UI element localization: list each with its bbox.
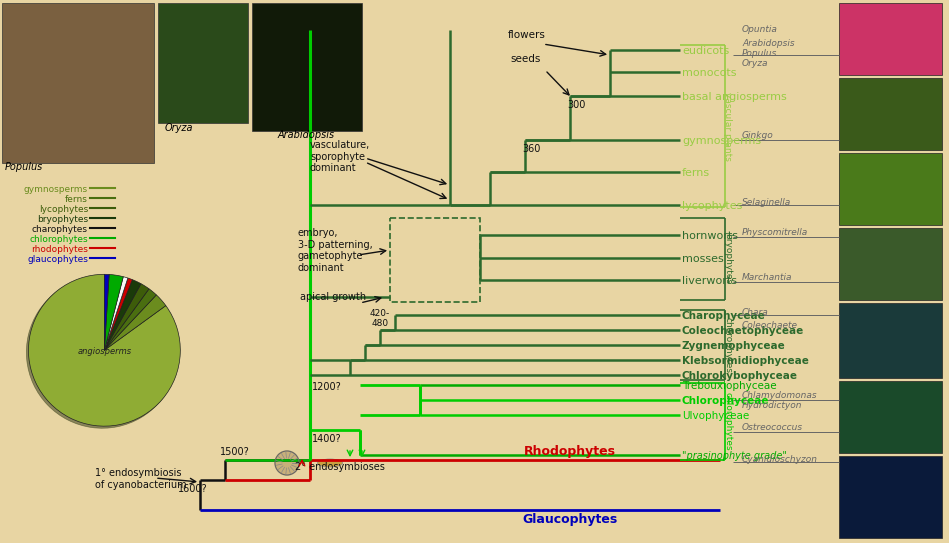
Text: hornworts: hornworts bbox=[682, 231, 738, 241]
Ellipse shape bbox=[318, 459, 343, 467]
Wedge shape bbox=[104, 278, 132, 350]
Wedge shape bbox=[104, 280, 141, 350]
Text: Charophyceae: Charophyceae bbox=[682, 311, 766, 321]
Text: chlorophytes: chlorophytes bbox=[723, 392, 733, 451]
Text: Ostreococcus: Ostreococcus bbox=[742, 423, 803, 432]
Text: Selaginella: Selaginella bbox=[742, 198, 791, 207]
Text: seeds: seeds bbox=[510, 54, 540, 64]
Text: Klebsormidiophyceae: Klebsormidiophyceae bbox=[682, 356, 809, 366]
Text: Oryza: Oryza bbox=[165, 123, 194, 133]
Text: lycophytes: lycophytes bbox=[39, 205, 88, 213]
Wedge shape bbox=[104, 289, 157, 350]
Text: Populus: Populus bbox=[5, 162, 44, 172]
Bar bbox=[839, 303, 942, 378]
Bar bbox=[839, 456, 942, 538]
Text: 1500?: 1500? bbox=[220, 447, 250, 457]
Text: rhodophytes: rhodophytes bbox=[31, 244, 88, 254]
Text: glaucophytes: glaucophytes bbox=[28, 255, 88, 263]
Text: mosses: mosses bbox=[682, 254, 724, 264]
Wedge shape bbox=[104, 295, 166, 350]
Text: flowers: flowers bbox=[508, 30, 546, 40]
Text: 420-
480: 420- 480 bbox=[370, 309, 390, 329]
Text: Populus: Populus bbox=[742, 49, 777, 58]
Text: Zygnemophyceae: Zygnemophyceae bbox=[682, 341, 786, 351]
Text: Chlamydomonas: Chlamydomonas bbox=[742, 391, 818, 400]
Wedge shape bbox=[104, 277, 128, 350]
Text: Opuntia: Opuntia bbox=[742, 25, 778, 34]
Wedge shape bbox=[104, 274, 109, 350]
Text: vascular plants: vascular plants bbox=[723, 92, 733, 160]
Text: Arabidopsis: Arabidopsis bbox=[742, 39, 794, 48]
Wedge shape bbox=[28, 274, 180, 426]
Text: 1° endosymbiosis
of cyanobacterium: 1° endosymbiosis of cyanobacterium bbox=[95, 468, 187, 490]
Text: gymnosperms: gymnosperms bbox=[682, 136, 761, 146]
Text: vasculature,
sporophyte
dominant: vasculature, sporophyte dominant bbox=[310, 140, 370, 173]
Text: 1400?: 1400? bbox=[312, 434, 342, 444]
Text: Glaucophytes: Glaucophytes bbox=[522, 513, 618, 526]
Text: bryophytes: bryophytes bbox=[723, 233, 733, 285]
Bar bbox=[839, 153, 942, 225]
Text: 300: 300 bbox=[567, 100, 586, 110]
Circle shape bbox=[275, 451, 299, 475]
Text: Trebouxiophyceae: Trebouxiophyceae bbox=[682, 381, 776, 391]
Text: Arabidopsis: Arabidopsis bbox=[278, 130, 335, 140]
Text: charophytes: charophytes bbox=[723, 317, 733, 373]
Text: Cyanidioschyzon: Cyanidioschyzon bbox=[742, 455, 818, 464]
Text: Coleochaete: Coleochaete bbox=[742, 321, 798, 330]
Text: Chara: Chara bbox=[742, 308, 769, 317]
Text: Marchantia: Marchantia bbox=[742, 273, 792, 282]
Text: apical growth: apical growth bbox=[300, 292, 366, 302]
Text: bryophytes: bryophytes bbox=[37, 214, 88, 224]
Bar bbox=[839, 228, 942, 300]
Text: ferns: ferns bbox=[682, 168, 710, 178]
Text: Rhodophytes: Rhodophytes bbox=[524, 445, 616, 458]
Text: Coleochaetophyceae: Coleochaetophyceae bbox=[682, 326, 804, 336]
Text: Ginkgo: Ginkgo bbox=[742, 131, 773, 140]
Bar bbox=[390, 218, 480, 302]
Wedge shape bbox=[104, 274, 123, 350]
Bar bbox=[158, 3, 248, 123]
Text: 1600?: 1600? bbox=[178, 484, 208, 494]
Text: charophytes: charophytes bbox=[32, 224, 88, 233]
Text: 360: 360 bbox=[522, 144, 540, 154]
Text: chlorophytes: chlorophytes bbox=[29, 235, 88, 243]
Bar bbox=[839, 3, 942, 75]
Text: 1200?: 1200? bbox=[312, 382, 342, 392]
Text: ferns: ferns bbox=[65, 194, 88, 204]
Text: monocots: monocots bbox=[682, 68, 736, 78]
Bar bbox=[839, 78, 942, 150]
Bar bbox=[2, 3, 154, 163]
Text: Physcomitrella: Physcomitrella bbox=[742, 228, 809, 237]
Wedge shape bbox=[104, 283, 149, 350]
Text: lycophytes: lycophytes bbox=[682, 201, 742, 211]
Text: Chlorophyceae: Chlorophyceae bbox=[682, 396, 770, 406]
Text: embryo,
3-D patterning,
gametophyte
dominant: embryo, 3-D patterning, gametophyte domi… bbox=[298, 228, 373, 273]
Text: "prasinophyte grade": "prasinophyte grade" bbox=[682, 451, 787, 461]
Text: 2° endosymbioses: 2° endosymbioses bbox=[295, 462, 385, 472]
Text: eudicots: eudicots bbox=[682, 46, 729, 56]
Text: angiosperms: angiosperms bbox=[77, 347, 132, 356]
Text: Hydrodictyon: Hydrodictyon bbox=[742, 401, 803, 410]
Text: basal angiosperms: basal angiosperms bbox=[682, 92, 787, 102]
Text: Ulvophyceae: Ulvophyceae bbox=[682, 411, 750, 421]
Bar bbox=[252, 3, 362, 131]
Bar bbox=[839, 381, 942, 453]
Text: Chlorokybophyceae: Chlorokybophyceae bbox=[682, 371, 798, 381]
Text: gymnosperms: gymnosperms bbox=[24, 185, 88, 193]
Text: Oryza: Oryza bbox=[742, 59, 769, 68]
Text: liverworts: liverworts bbox=[682, 276, 737, 286]
